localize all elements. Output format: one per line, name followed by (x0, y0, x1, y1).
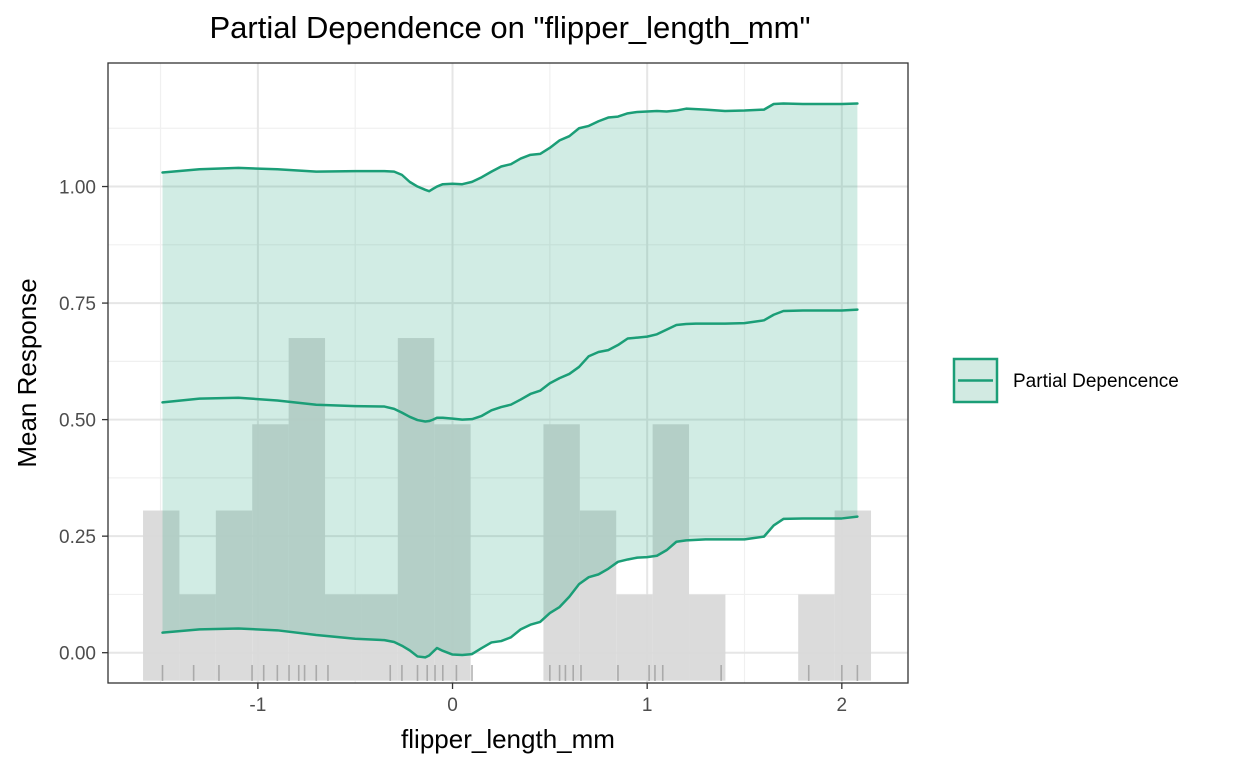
histogram-bar (434, 424, 471, 681)
histogram-bar (834, 510, 872, 681)
rug-layer (161, 665, 859, 681)
y-tick-label: 0.00 (59, 644, 96, 665)
histogram-bar (579, 510, 617, 681)
legend-label: Partial Depencence (1013, 371, 1179, 392)
confidence-ribbon (162, 103, 858, 658)
histogram-bar (397, 338, 435, 681)
x-tick-label: 1 (642, 695, 653, 716)
line-layer (161, 102, 859, 659)
histogram-bar (652, 424, 690, 681)
partial-dependence-line (161, 308, 859, 423)
histogram-bar (798, 594, 835, 681)
x-tick-label: -1 (249, 695, 266, 716)
histogram-bar (543, 424, 580, 681)
confidence-ribbon-layer (162, 103, 858, 658)
plot-border (107, 62, 909, 684)
histogram-bar (215, 510, 253, 681)
x-axis: -1 0 1 2 (249, 683, 847, 716)
x-axis-title: flipper_length_mm (401, 724, 615, 754)
y-axis: 0.00 0.25 0.50 0.75 1.00 (59, 178, 108, 665)
x-tick-label: 2 (837, 695, 848, 716)
x-tick-label: 0 (447, 695, 458, 716)
histogram-bar (361, 594, 398, 681)
y-tick-label: 0.75 (59, 294, 96, 315)
minor-gridlines (108, 63, 908, 683)
histogram-bar (689, 594, 726, 681)
histogram-bar (179, 594, 216, 681)
y-tick-label: 0.25 (59, 527, 96, 548)
histogram-bar (288, 338, 326, 681)
histogram-bar (616, 594, 653, 681)
histogram-layer (143, 338, 872, 681)
y-tick-label: 1.00 (59, 178, 96, 199)
upper-bound-line (161, 102, 859, 193)
histogram-bar (252, 424, 289, 681)
y-axis-title: Mean Response (12, 278, 42, 467)
lower-bound-line (161, 515, 859, 659)
legend: Partial Depencence (952, 357, 1179, 404)
histogram-bar (143, 510, 180, 681)
chart-title: Partial Dependence on "flipper_length_mm… (209, 10, 810, 45)
y-tick-label: 0.50 (59, 411, 96, 432)
